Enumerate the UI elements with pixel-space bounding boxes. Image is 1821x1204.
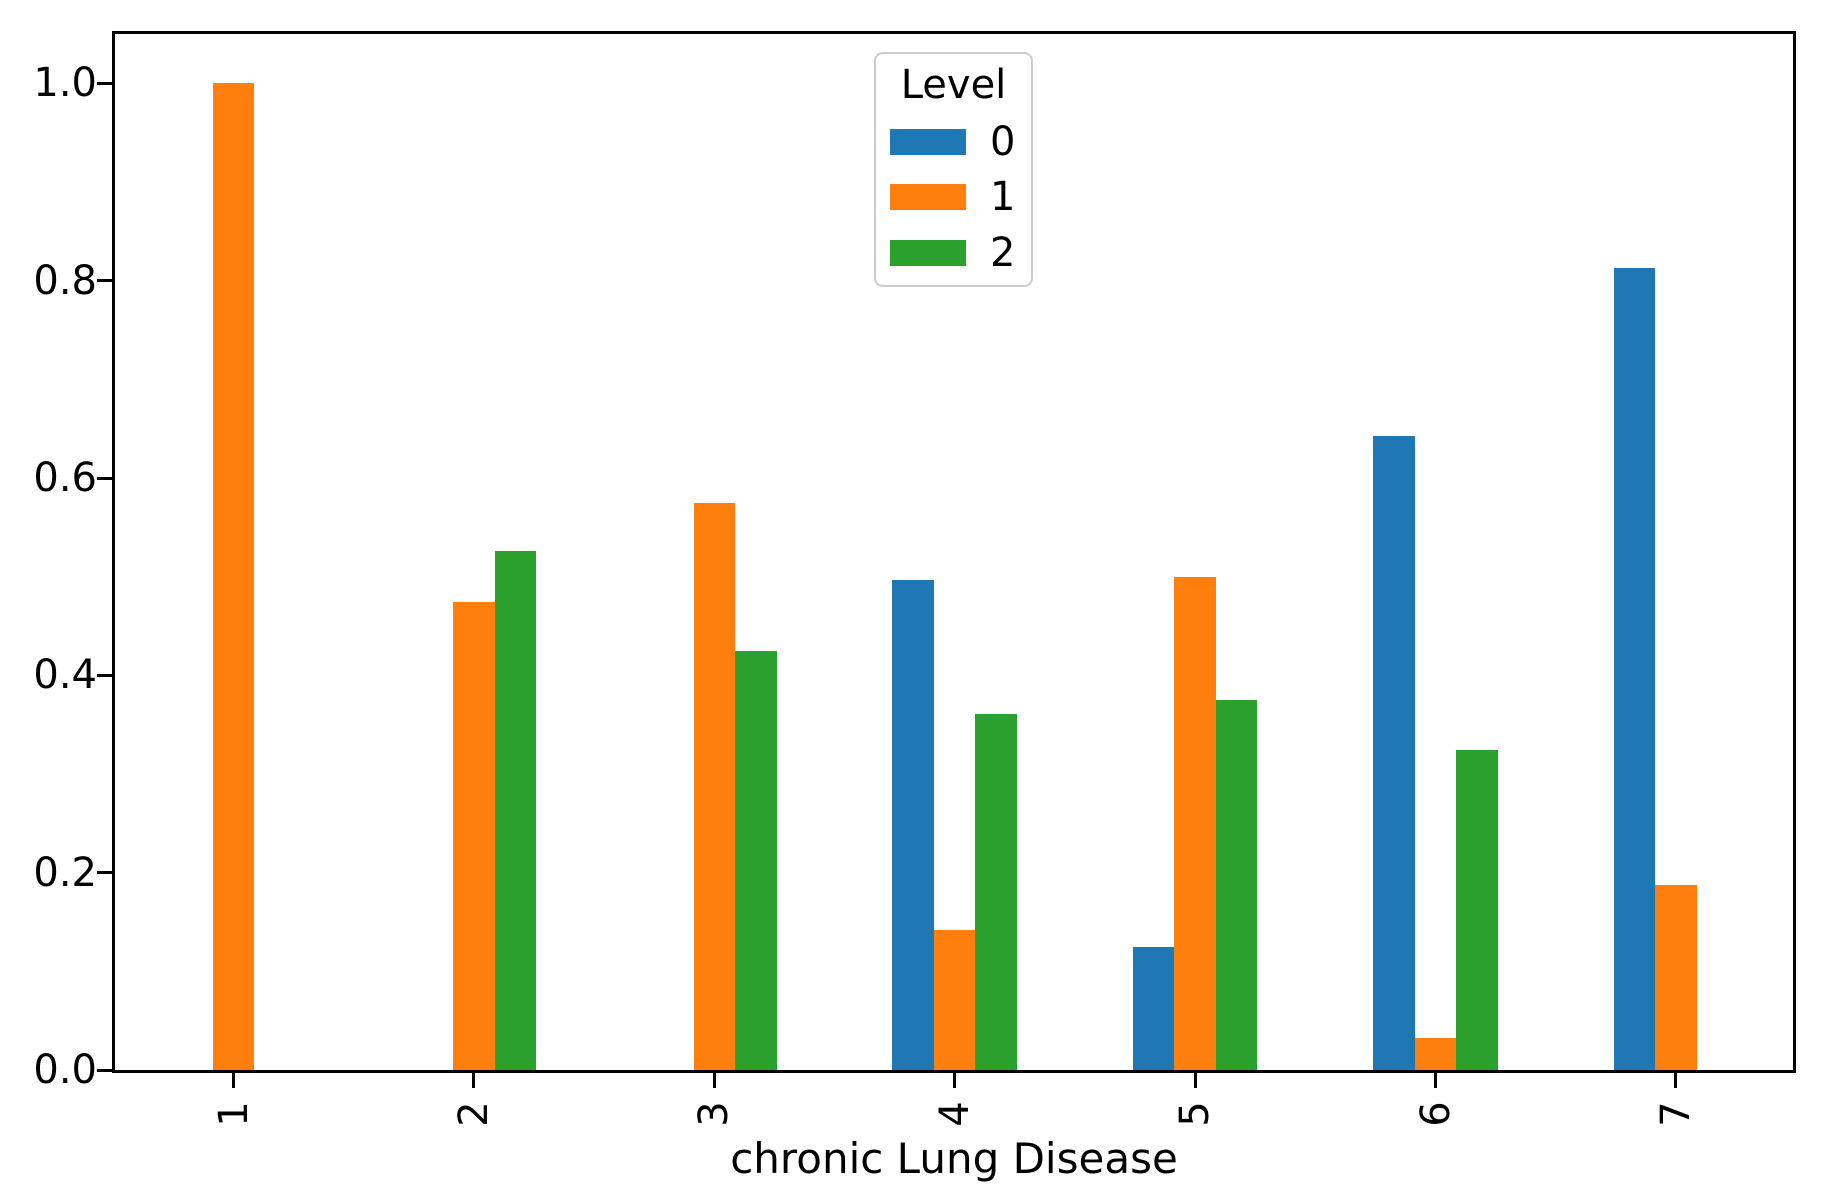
y-tick — [97, 81, 112, 85]
x-tick-label: 2 — [450, 1101, 497, 1127]
y-tick — [97, 476, 112, 480]
y-tick — [97, 1068, 112, 1072]
y-tick-label: 0.0 — [33, 1047, 97, 1093]
legend-swatch-1 — [890, 184, 966, 211]
bar-level-0-cat-6 — [1373, 435, 1415, 1070]
x-tick-label: 6 — [1412, 1101, 1459, 1127]
x-tick — [1193, 1073, 1197, 1088]
y-tick-label: 0.6 — [33, 455, 97, 501]
legend-entry-label: 0 — [990, 118, 1016, 165]
bar-level-0-cat-5 — [1132, 946, 1175, 1070]
bar-level-1-cat-2 — [453, 602, 495, 1070]
x-tick-label: 5 — [1172, 1101, 1219, 1127]
y-tick-label: 1.0 — [33, 60, 97, 107]
x-tick-label: 3 — [691, 1101, 738, 1127]
bar-level-1-cat-6 — [1414, 1038, 1457, 1070]
bar-level-1-cat-4 — [933, 929, 976, 1070]
y-tick-label: 0.2 — [33, 849, 97, 896]
x-tick — [1674, 1073, 1678, 1088]
x-tick-label: 4 — [931, 1101, 978, 1127]
y-tick — [97, 279, 112, 283]
bar-level-2-cat-6 — [1456, 750, 1498, 1070]
legend-swatch-2 — [890, 240, 966, 267]
bar-level-2-cat-4 — [975, 713, 1017, 1070]
bar-level-1-cat-3 — [693, 502, 736, 1070]
bar-level-1-cat-5 — [1174, 576, 1216, 1070]
legend-entry-label: 2 — [990, 230, 1016, 277]
bar-level-2-cat-2 — [494, 551, 537, 1070]
x-tick — [232, 1073, 235, 1088]
x-tick — [472, 1073, 476, 1088]
bar-level-2-cat-5 — [1215, 700, 1258, 1070]
legend-swatch-0 — [890, 128, 966, 155]
x-tick — [1434, 1073, 1437, 1088]
y-tick-label: 0.4 — [33, 652, 97, 699]
legend-title: Level — [900, 62, 1007, 108]
y-tick — [97, 871, 112, 875]
x-axis-title: chronic Lung Disease — [730, 1134, 1178, 1183]
bar-level-2-cat-3 — [735, 650, 777, 1070]
y-tick — [97, 673, 112, 677]
bar-level-0-cat-4 — [892, 579, 934, 1070]
x-tick — [712, 1073, 716, 1088]
legend-entry-label: 1 — [990, 174, 1016, 221]
bar-level-1-cat-1 — [212, 83, 255, 1070]
legend-box: Level 0 1 2 — [874, 52, 1033, 287]
bar-level-0-cat-7 — [1613, 268, 1656, 1070]
x-tick-label: 7 — [1652, 1101, 1699, 1127]
x-tick-label: 1 — [210, 1101, 257, 1127]
bar-level-1-cat-7 — [1655, 885, 1697, 1070]
y-tick-label: 0.8 — [33, 257, 97, 304]
x-tick — [953, 1073, 957, 1088]
